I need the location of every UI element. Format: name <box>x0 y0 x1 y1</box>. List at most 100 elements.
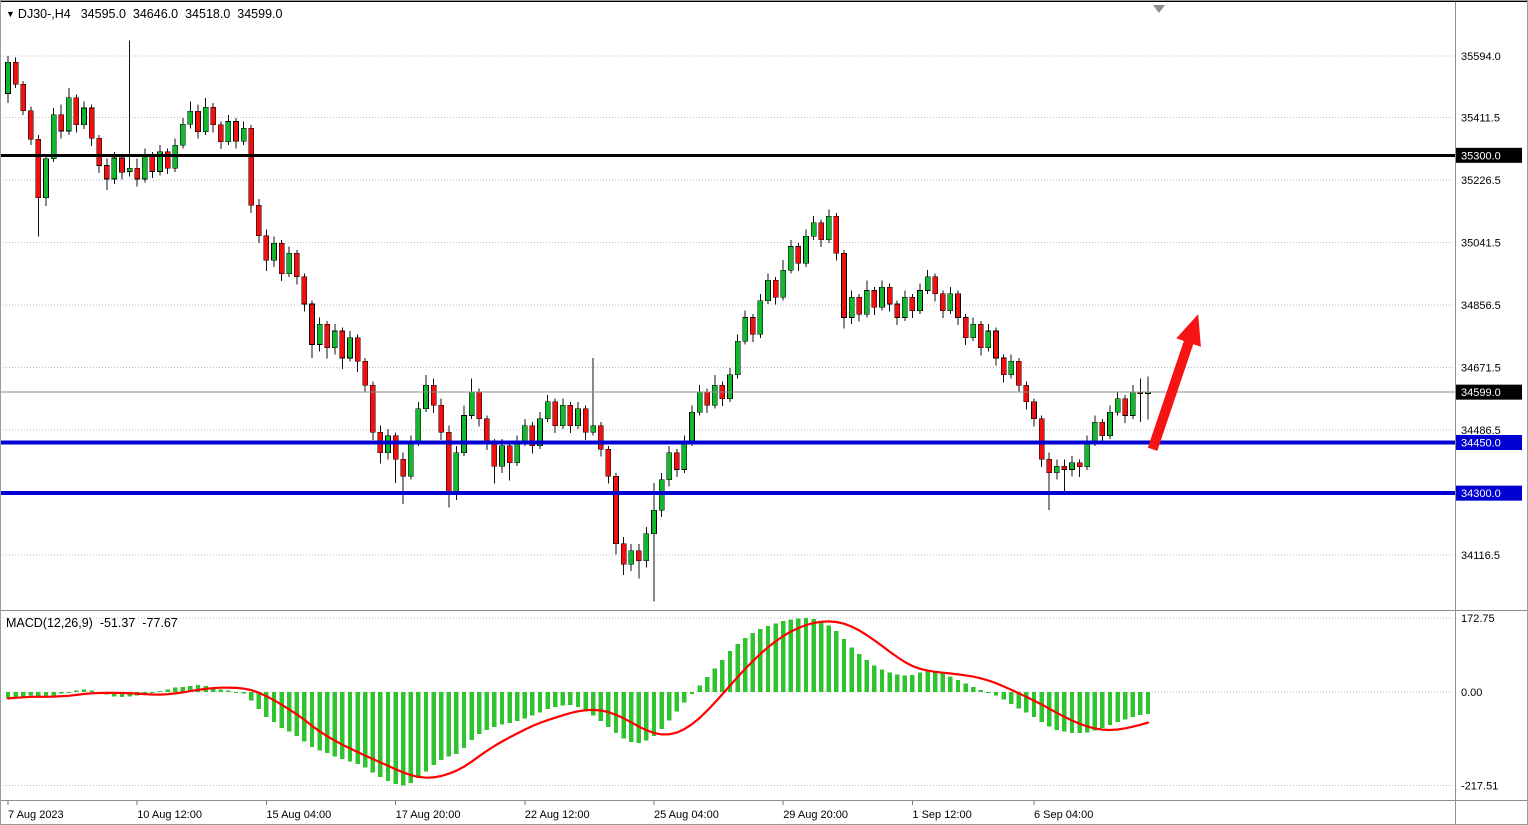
macd-bar <box>955 679 961 692</box>
macd-bar <box>651 692 657 736</box>
candle <box>803 229 809 267</box>
macd-bar <box>773 623 778 692</box>
macd-bar <box>279 692 284 729</box>
macd-bar <box>59 692 64 694</box>
support-badge <box>1456 434 1522 450</box>
macd-bar <box>705 676 710 692</box>
macd-bar <box>66 692 71 693</box>
candle <box>1023 381 1030 410</box>
price-axis-tick: 35594.0 <box>1461 51 1501 63</box>
macd-bar <box>363 692 368 768</box>
support-badge <box>1456 485 1522 501</box>
macd-bar <box>1031 692 1037 717</box>
macd-bar <box>332 692 337 757</box>
ohlc-open: 34595.0 <box>80 7 126 21</box>
candle <box>742 310 749 345</box>
macd-bar <box>933 671 938 692</box>
macd-bar <box>727 651 733 692</box>
price-axis[interactable] <box>1455 0 1528 825</box>
macd-bar <box>522 692 527 719</box>
macd-bar <box>484 692 489 730</box>
macd-bar <box>51 692 56 696</box>
symbol-dropdown-icon[interactable]: ▼ <box>6 9 15 19</box>
macd-bar <box>720 659 725 692</box>
time-axis-label: 17 Aug 20:00 <box>396 809 461 821</box>
candle <box>392 432 399 484</box>
candle <box>1054 459 1060 480</box>
candle <box>795 243 802 271</box>
candle <box>415 401 422 446</box>
candle <box>985 324 992 352</box>
candle <box>35 135 42 237</box>
macd-bar <box>591 692 596 716</box>
candle <box>567 401 574 434</box>
candle <box>825 209 832 244</box>
macd-bar <box>674 692 679 712</box>
macd-bar <box>758 628 763 692</box>
macd-bar <box>393 692 398 784</box>
macd-bar <box>1100 692 1105 729</box>
macd-bar <box>530 692 535 716</box>
macd-bar <box>819 621 824 692</box>
candle <box>559 398 566 429</box>
macd-bar <box>864 660 869 692</box>
macd-bar <box>233 692 239 693</box>
macd-bar <box>667 692 672 721</box>
macd-bar <box>271 692 277 723</box>
candle <box>1145 376 1151 420</box>
macd-bar <box>857 654 862 692</box>
macd-bar <box>735 643 740 692</box>
macd-bar <box>1138 692 1143 716</box>
time-axis[interactable] <box>0 801 1455 825</box>
macd-bar <box>613 692 619 734</box>
bullish-arrow[interactable] <box>1147 314 1201 451</box>
candle <box>202 97 209 136</box>
chart-shift-marker-icon[interactable] <box>1153 5 1165 13</box>
candle <box>552 398 559 434</box>
macd-bar <box>636 692 641 744</box>
macd-bar <box>644 692 649 741</box>
macd-bar <box>1107 692 1113 726</box>
macd-bar <box>507 692 512 723</box>
macd-bar <box>1009 692 1014 705</box>
macd-bar <box>1016 692 1021 709</box>
macd-bar <box>841 638 847 692</box>
candle <box>932 273 939 302</box>
candle <box>544 395 551 423</box>
macd-bar <box>477 692 482 735</box>
candle <box>263 229 270 271</box>
candle <box>134 158 140 187</box>
macd-bar <box>1001 692 1006 700</box>
macd-bar <box>1092 692 1097 731</box>
candle <box>1076 459 1083 477</box>
candle <box>423 374 429 413</box>
candle <box>119 154 125 180</box>
candle <box>757 293 764 338</box>
candle <box>1000 354 1007 383</box>
candle <box>529 422 536 454</box>
macd-bar <box>446 692 451 757</box>
candle <box>142 148 148 183</box>
macd-bar <box>1062 692 1067 732</box>
candle <box>924 270 931 294</box>
price-axis-tick: 34856.5 <box>1461 300 1501 312</box>
macd-bar <box>583 692 588 712</box>
macd-bar <box>165 689 170 692</box>
candle <box>347 331 353 362</box>
candle <box>620 537 627 575</box>
macd-bar <box>568 692 573 705</box>
candle <box>1137 378 1144 423</box>
candle <box>1099 418 1106 444</box>
macd-bar <box>188 685 193 692</box>
price-axis-tick: 35226.5 <box>1461 175 1501 187</box>
macd-bar <box>112 692 117 697</box>
macd-bar <box>180 686 185 692</box>
macd-bar <box>803 617 809 692</box>
candle <box>104 158 110 190</box>
candle <box>218 121 224 150</box>
candle <box>613 472 619 555</box>
candle <box>765 273 771 304</box>
macd-bar <box>659 692 664 729</box>
